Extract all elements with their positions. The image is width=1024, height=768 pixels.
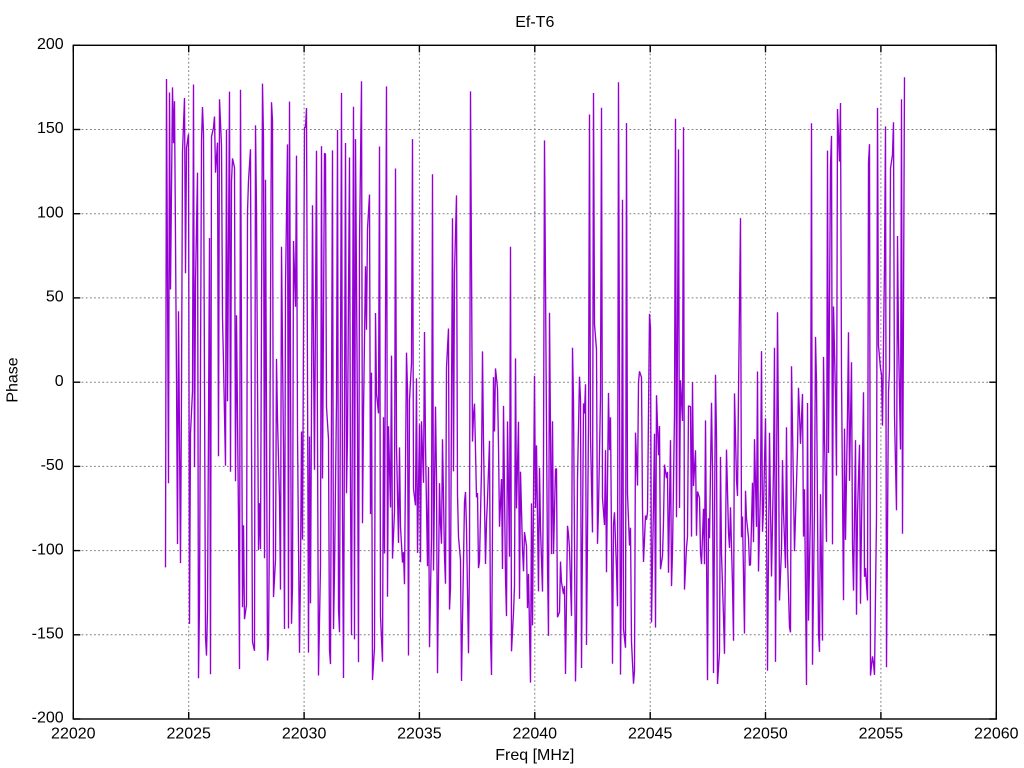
svg-text:150: 150 [37,120,64,137]
svg-text:22055: 22055 [859,725,904,742]
svg-text:0: 0 [55,373,64,390]
svg-text:Freq [MHz]: Freq [MHz] [495,747,574,764]
svg-text:22045: 22045 [628,725,673,742]
svg-text:22030: 22030 [282,725,327,742]
svg-text:-100: -100 [32,541,64,558]
svg-text:22025: 22025 [166,725,211,742]
svg-text:100: 100 [37,204,64,221]
svg-text:50: 50 [46,289,64,306]
svg-text:22060: 22060 [974,725,1019,742]
svg-text:-50: -50 [41,457,64,474]
svg-text:22035: 22035 [397,725,442,742]
svg-text:22040: 22040 [513,725,558,742]
svg-text:-200: -200 [32,710,64,727]
svg-text:200: 200 [37,36,64,53]
svg-text:-150: -150 [32,626,64,643]
svg-text:Phase: Phase [4,357,21,402]
svg-text:Ef-T6: Ef-T6 [515,14,554,31]
svg-text:22020: 22020 [51,725,96,742]
svg-text:22050: 22050 [743,725,788,742]
